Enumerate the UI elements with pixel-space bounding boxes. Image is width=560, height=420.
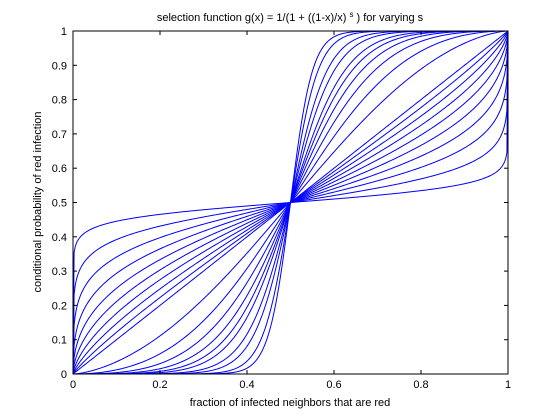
x-axis-label: fraction of infected neighbors that are … (190, 397, 391, 409)
y-tick-label: 0.4 (52, 232, 67, 244)
y-axis-label: conditional probability of red infection (32, 111, 44, 292)
chart-title-prefix: selection function g(x) = 1/(1 + ((1-x)/… (157, 12, 347, 24)
y-tick-label: 0.1 (52, 335, 67, 347)
chart-title-suffix: ) for varying s (357, 12, 424, 24)
x-tick-label: 0.8 (413, 379, 428, 391)
x-tick-label: 0.2 (152, 379, 167, 391)
y-tick-label: 0.2 (52, 300, 67, 312)
chart-title: selection function g(x) = 1/(1 + ((1-x)/… (157, 8, 424, 24)
y-tick-label: 0.8 (52, 95, 67, 107)
x-tick-label: 0 (70, 379, 76, 391)
x-tick-label: 0.4 (239, 379, 254, 391)
y-tick-label: 0 (61, 369, 67, 381)
x-tick-label: 0.6 (326, 379, 341, 391)
chart-title-exponent: s (349, 10, 353, 19)
y-tick-label: 0.9 (52, 60, 67, 72)
y-tick-label: 0.6 (52, 163, 67, 175)
y-tick-label: 0.5 (52, 198, 67, 210)
y-tick-label: 0.7 (52, 129, 67, 141)
y-tick-label: 1 (61, 26, 67, 38)
x-tick-label: 1 (505, 379, 511, 391)
y-tick-label: 0.3 (52, 266, 67, 278)
y-axis-ticks: 0 0.1 0.2 0.3 0.4 0.5 0.6 0.7 0.8 0.9 1 (52, 26, 508, 381)
x-axis-ticks: 0 0.2 0.4 0.6 0.8 1 (70, 31, 511, 391)
